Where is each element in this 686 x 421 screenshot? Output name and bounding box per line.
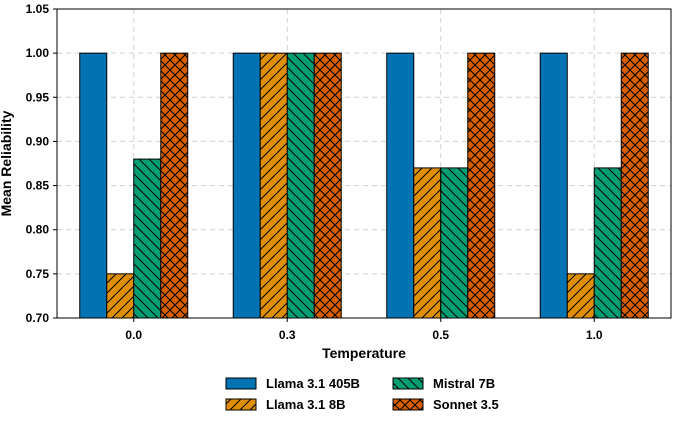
bar-hatch xyxy=(594,167,622,318)
bar-hatch xyxy=(287,53,315,319)
bar xyxy=(79,52,108,319)
y-axis: 0.70 0.75 0.80 0.85 0.90 0.95 1.00 1.05 xyxy=(26,2,57,325)
y-tick-label: 0.85 xyxy=(26,179,50,193)
bar-hatch xyxy=(160,53,188,319)
bar xyxy=(593,167,622,319)
legend-label: Sonnet 3.5 xyxy=(433,397,499,412)
x-axis: 0.0 0.3 0.5 1.0 xyxy=(125,318,603,342)
bar-hatch xyxy=(133,159,161,318)
legend-item: Llama 3.1 405B xyxy=(225,376,360,391)
legend-label: Mistral 7B xyxy=(433,376,495,391)
legend-label: Llama 3.1 405B xyxy=(266,376,360,391)
bar xyxy=(232,52,261,319)
bar xyxy=(566,273,595,319)
x-tick-label: 0.0 xyxy=(125,328,142,342)
bar xyxy=(133,158,162,319)
bar xyxy=(413,167,442,319)
legend-item: Mistral 7B xyxy=(392,376,495,391)
legend: Llama 3.1 405B Llama 3.1 8B Mistral 7B Sonn… xyxy=(225,376,499,412)
bar-fill xyxy=(386,53,414,319)
bar xyxy=(386,52,415,319)
bar xyxy=(286,52,315,319)
x-tick-label: 0.3 xyxy=(279,328,296,342)
y-tick-label: 1.05 xyxy=(26,2,50,16)
legend-swatch-outline xyxy=(392,398,424,411)
legend-item: Sonnet 3.5 xyxy=(392,397,499,412)
legend-swatch-outline xyxy=(392,377,424,390)
bar-hatch xyxy=(440,167,468,318)
y-tick-label: 1.00 xyxy=(26,46,50,60)
legend-swatch-outline xyxy=(225,398,257,411)
bar xyxy=(106,273,135,319)
legend-swatch xyxy=(226,378,256,389)
bar-hatch xyxy=(260,53,288,319)
x-tick-label: 1.0 xyxy=(586,328,603,342)
legend-swatch-hatch xyxy=(226,399,256,410)
bars xyxy=(79,52,649,319)
plot-frame xyxy=(56,8,672,319)
x-tick-label: 0.5 xyxy=(432,328,449,342)
bar-hatch xyxy=(314,53,342,319)
bar-hatch xyxy=(621,53,649,319)
x-axis-title: Temperature xyxy=(322,345,406,361)
y-tick-label: 0.95 xyxy=(26,90,50,104)
y-axis-title: Mean Reliability xyxy=(0,110,14,216)
bar-hatch xyxy=(467,53,495,319)
bar-hatch xyxy=(106,273,134,318)
bar xyxy=(440,167,469,319)
y-tick-label: 0.90 xyxy=(26,134,50,148)
y-tick-label: 0.80 xyxy=(26,223,50,237)
bar xyxy=(160,52,189,319)
bar-hatch xyxy=(567,273,595,318)
legend-swatch-hatch xyxy=(393,378,423,389)
legend-label: Llama 3.1 8B xyxy=(266,397,346,412)
bar-fill xyxy=(233,53,261,319)
bar xyxy=(620,52,649,319)
y-tick-label: 0.70 xyxy=(26,311,50,325)
y-tick-label: 0.75 xyxy=(26,267,50,281)
legend-swatch-hatch xyxy=(393,399,423,410)
bar xyxy=(259,52,288,319)
bar-fill xyxy=(540,53,568,319)
legend-swatch-outline xyxy=(225,377,257,390)
bar xyxy=(467,52,496,319)
bar xyxy=(539,52,568,319)
bar-fill xyxy=(79,53,107,319)
legend-item: Llama 3.1 8B xyxy=(225,397,346,412)
bar xyxy=(313,52,342,319)
bar-hatch xyxy=(413,167,441,318)
